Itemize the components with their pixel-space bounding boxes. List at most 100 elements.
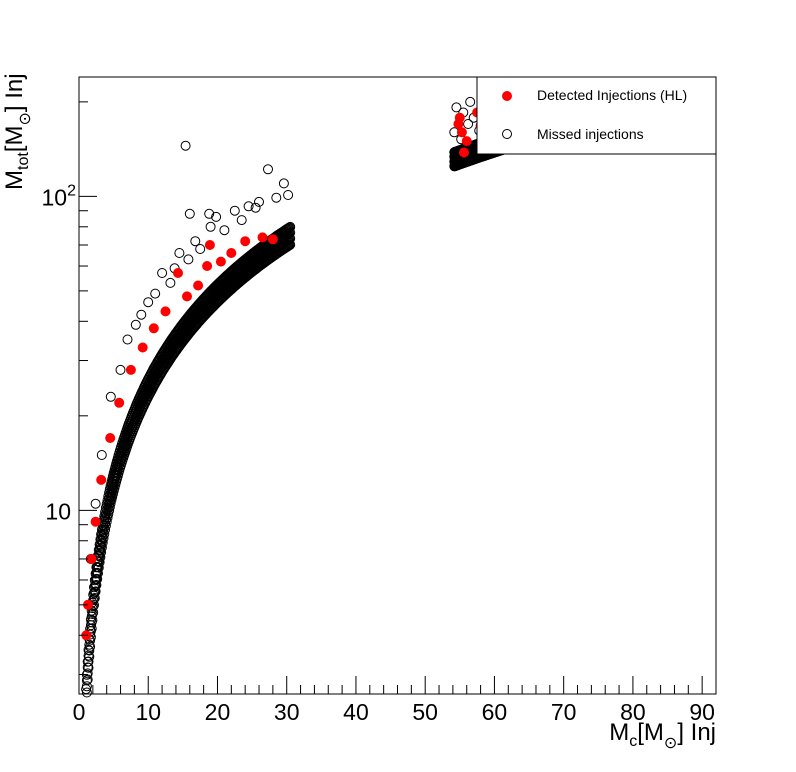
- detected-point: [226, 248, 237, 258]
- missed-point: [180, 140, 191, 151]
- band-marker: [88, 607, 99, 618]
- legend: Detected Injections (HL) Missed injectio…: [476, 76, 717, 155]
- x-tick-label: 70: [551, 699, 577, 725]
- missed-point: [105, 391, 116, 402]
- detected-point: [137, 342, 148, 353]
- x-tick-label: 40: [343, 699, 369, 725]
- legend-marker-missed: [502, 129, 512, 139]
- detected-point: [456, 127, 467, 138]
- x-tick-label: 60: [482, 699, 508, 725]
- band-marker: [84, 651, 95, 662]
- x-tick-label: 10: [135, 699, 161, 725]
- band-marker: [90, 586, 101, 597]
- band-marker: [282, 241, 293, 252]
- missed-point: [219, 225, 230, 236]
- detected-point: [215, 256, 226, 267]
- band-marker: [104, 505, 115, 516]
- missed-point: [254, 196, 264, 207]
- band-marker: [83, 656, 94, 667]
- band-marker: [89, 587, 99, 598]
- x-tick-label: 0: [73, 699, 86, 725]
- band-marker: [104, 502, 115, 512]
- band-marker: [100, 524, 111, 535]
- band-marker: [93, 562, 103, 572]
- missed-point: [243, 201, 254, 212]
- band-marker: [285, 227, 296, 238]
- band-marker: [285, 221, 296, 232]
- missed-point: [174, 248, 185, 258]
- detected-point: [114, 397, 125, 408]
- missed-injections-dense-band: [81, 122, 535, 698]
- missed-point: [451, 102, 462, 113]
- detected-point: [105, 433, 116, 443]
- detected-point: [240, 236, 251, 247]
- band-marker: [283, 234, 294, 245]
- band-marker: [81, 675, 92, 686]
- missed-point: [90, 498, 101, 509]
- band-marker: [93, 562, 104, 573]
- missed-point: [96, 450, 107, 460]
- missed-point: [184, 208, 195, 219]
- missed-point: [205, 221, 216, 232]
- x-tick-label: 20: [205, 699, 231, 725]
- missed-point: [278, 178, 289, 189]
- missed-point: [183, 254, 194, 265]
- plot-frame: [78, 76, 717, 695]
- band-marker: [89, 580, 100, 591]
- detected-point: [459, 147, 469, 158]
- band-marker: [89, 593, 99, 604]
- x-axis-title: Mc[M⊙] Inj: [609, 719, 716, 752]
- missed-point: [236, 215, 247, 226]
- missed-point: [271, 192, 282, 203]
- missed-point: [250, 202, 261, 213]
- missed-point: [122, 334, 133, 345]
- missed-point: [229, 205, 240, 216]
- detected-point: [257, 232, 268, 243]
- missed-point: [157, 268, 168, 278]
- band-marker: [100, 520, 111, 531]
- detected-point: [204, 240, 215, 250]
- detected-point: [193, 280, 204, 291]
- detected-point: [173, 268, 183, 278]
- legend-label-detected: Detected Injections (HL): [537, 87, 687, 103]
- y-axis-title: Mtot[M⊙] Inj: [1, 73, 34, 190]
- missed-point: [263, 164, 273, 175]
- band-marker: [83, 662, 94, 673]
- band-marker: [91, 580, 102, 590]
- missed-point: [165, 277, 176, 288]
- band-marker: [81, 681, 92, 692]
- missed-point: [204, 208, 215, 219]
- detected-point: [160, 306, 171, 317]
- band-marker: [87, 615, 98, 626]
- detected-point: [267, 234, 278, 245]
- band-marker: [82, 674, 93, 685]
- legend-label-missed: Missed injections: [537, 126, 644, 142]
- band-marker: [285, 239, 296, 250]
- band-marker: [103, 509, 114, 520]
- missed-point: [143, 297, 154, 308]
- detected-point: [125, 364, 136, 375]
- y-tick-label: 10: [45, 498, 71, 524]
- detected-point: [148, 323, 159, 334]
- detected-point: [86, 554, 97, 564]
- detected-point: [182, 291, 192, 302]
- band-marker: [102, 512, 113, 523]
- axes: 0 10 20 30 40 50 60 70 80 90 10 102: [42, 101, 717, 725]
- detected-point: [90, 516, 101, 527]
- band-marker: [92, 574, 103, 584]
- band-marker: [284, 222, 295, 233]
- x-tick-label: 50: [412, 699, 438, 725]
- missed-point: [283, 190, 294, 200]
- legend-marker-detected: [502, 91, 512, 101]
- x-tick-label: 30: [274, 699, 300, 725]
- missed-point: [463, 119, 474, 129]
- band-marker: [285, 233, 296, 244]
- x-tick-label: 90: [689, 699, 715, 725]
- detected-point: [202, 261, 213, 271]
- band-marker: [82, 668, 93, 679]
- detected-point: [96, 474, 107, 485]
- missed-point: [115, 364, 126, 375]
- band-marker: [96, 547, 107, 558]
- missed-point: [136, 309, 147, 320]
